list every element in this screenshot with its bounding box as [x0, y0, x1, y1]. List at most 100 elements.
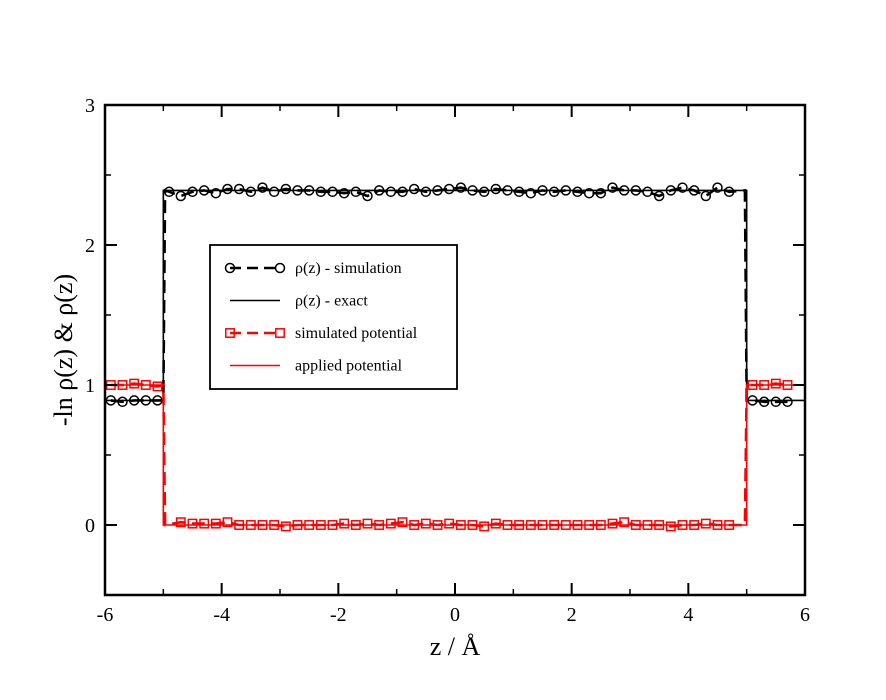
data-point — [374, 520, 385, 530]
data-point — [385, 186, 397, 198]
data-point — [234, 520, 245, 530]
data-point — [152, 381, 163, 392]
data-point — [630, 185, 642, 196]
data-point — [607, 518, 618, 529]
series-line — [110, 186, 788, 404]
data-point — [199, 518, 210, 529]
data-point — [397, 186, 408, 198]
data-point — [723, 186, 735, 198]
series-line — [110, 382, 788, 528]
y-tick-label: 0 — [85, 515, 95, 537]
data-point — [432, 185, 443, 196]
data-point — [607, 182, 618, 193]
data-point — [747, 380, 758, 390]
data-point — [782, 380, 793, 390]
data-point — [187, 518, 198, 529]
data-point — [327, 520, 338, 530]
x-tick-label: -2 — [330, 604, 347, 626]
data-point — [537, 185, 548, 196]
legend-marker — [274, 262, 286, 274]
data-point — [560, 185, 572, 196]
series-line — [105, 384, 805, 526]
data-point — [175, 190, 187, 202]
data-point — [525, 520, 536, 530]
data-point — [513, 186, 525, 198]
data-point — [595, 520, 606, 530]
legend-label: applied potential — [295, 358, 403, 375]
data-point — [700, 190, 712, 202]
x-tick-label: 4 — [683, 604, 693, 626]
data-point — [455, 182, 467, 193]
data-point — [537, 520, 548, 530]
legend: ρ(z) - simulation ρ(z) - exact simulated p… — [209, 244, 458, 390]
data-point — [724, 520, 735, 530]
data-point — [583, 187, 595, 199]
data-point — [688, 185, 700, 196]
data-point — [712, 182, 723, 193]
data-point — [373, 185, 385, 196]
data-point — [303, 185, 315, 196]
data-point — [478, 186, 490, 198]
data-point — [455, 520, 466, 530]
data-point — [653, 190, 665, 202]
data-point — [338, 187, 350, 199]
data-point — [408, 183, 420, 195]
series-4 — [105, 384, 805, 526]
data-point — [257, 182, 268, 193]
data-point — [280, 183, 292, 195]
data-point — [490, 518, 501, 529]
data-point — [350, 520, 361, 530]
data-point — [152, 395, 163, 406]
data-point — [548, 186, 560, 198]
data-point — [584, 520, 595, 530]
data-point — [677, 520, 688, 530]
y-tick-label: 2 — [85, 235, 95, 257]
data-point — [502, 185, 513, 196]
data-point — [269, 520, 280, 530]
data-point — [443, 183, 455, 195]
data-point — [385, 518, 396, 529]
data-point — [665, 521, 676, 532]
data-point — [549, 520, 560, 530]
data-point — [198, 185, 210, 196]
legend-entry: ρ(z) - exact — [230, 293, 368, 310]
data-point — [327, 186, 338, 198]
axis-ticks: -6 -4 -2 0 2 4 6 0 1 2 3 — [85, 95, 810, 626]
data-point — [257, 520, 268, 530]
data-point — [350, 186, 362, 198]
data-point — [315, 520, 326, 530]
plot-data-layer — [105, 182, 805, 532]
x-tick-label: 6 — [800, 604, 810, 626]
legend-marker — [225, 328, 235, 338]
data-point — [665, 185, 677, 196]
data-point — [630, 520, 641, 530]
data-point — [292, 520, 303, 530]
x-tick-label: -6 — [97, 604, 114, 626]
data-point — [747, 395, 758, 406]
data-point — [525, 187, 537, 199]
data-point — [759, 380, 770, 390]
data-point — [782, 396, 793, 408]
data-point — [642, 520, 653, 530]
x-axis-label: z / Å — [430, 632, 481, 661]
data-point — [304, 520, 315, 530]
data-point — [117, 396, 128, 408]
data-point — [467, 520, 478, 530]
data-point — [420, 186, 432, 198]
data-point — [245, 186, 257, 198]
data-point — [700, 518, 711, 529]
legend-entry: simulated potential — [225, 325, 418, 342]
data-point — [362, 518, 373, 529]
data-point — [210, 187, 222, 199]
data-point — [339, 518, 350, 529]
data-point — [163, 186, 175, 198]
legend-label: ρ(z) - simulation — [295, 260, 402, 277]
data-point — [432, 520, 443, 530]
data-point — [572, 186, 583, 198]
data-point — [128, 395, 140, 406]
legend-label: simulated potential — [295, 325, 418, 342]
y-tick-label: 3 — [85, 95, 95, 117]
data-point — [210, 518, 221, 529]
data-point — [280, 521, 291, 532]
